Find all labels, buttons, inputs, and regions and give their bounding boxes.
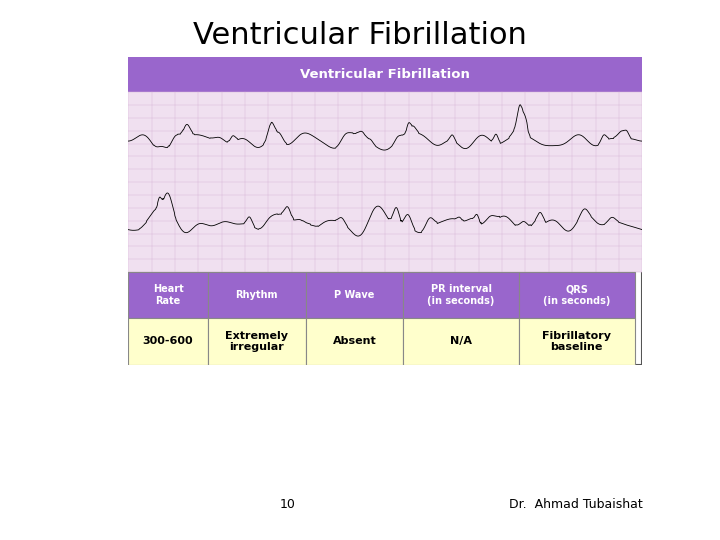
Text: Extremely
irregular: Extremely irregular xyxy=(225,330,288,352)
Text: Fibrillatory
baseline: Fibrillatory baseline xyxy=(542,330,611,352)
Text: PR interval
(in seconds): PR interval (in seconds) xyxy=(428,285,495,306)
Bar xyxy=(305,272,403,318)
Bar xyxy=(208,318,305,365)
Text: Rhythm: Rhythm xyxy=(235,290,278,300)
Bar xyxy=(305,318,403,365)
Text: Heart
Rate: Heart Rate xyxy=(153,285,184,306)
Text: 300-600: 300-600 xyxy=(143,336,193,347)
Bar xyxy=(128,92,642,272)
Text: Absent: Absent xyxy=(333,336,377,347)
Bar xyxy=(208,272,305,318)
Text: P Wave: P Wave xyxy=(334,290,374,300)
Bar xyxy=(519,318,634,365)
Text: Ventricular Fibrillation: Ventricular Fibrillation xyxy=(193,21,527,50)
Text: 10: 10 xyxy=(280,498,296,511)
Text: Dr.  Ahmad Tubaishat: Dr. Ahmad Tubaishat xyxy=(509,498,643,511)
Text: QRS
(in seconds): QRS (in seconds) xyxy=(543,285,611,306)
Bar xyxy=(128,57,642,92)
Bar xyxy=(403,318,519,365)
Bar xyxy=(128,318,208,365)
Text: N/A: N/A xyxy=(450,336,472,347)
Bar xyxy=(403,272,519,318)
Bar xyxy=(519,272,634,318)
Bar xyxy=(128,272,208,318)
Text: Ventricular Fibrillation: Ventricular Fibrillation xyxy=(300,68,470,81)
